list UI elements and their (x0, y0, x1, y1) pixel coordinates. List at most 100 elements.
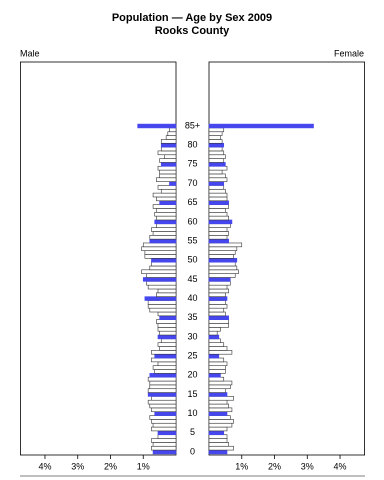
male-bar (151, 445, 177, 451)
male-bar (159, 173, 177, 179)
female-bar (208, 254, 234, 259)
female-bar (208, 261, 236, 267)
female-bar (208, 211, 228, 217)
male-bar (157, 311, 177, 317)
age-label: 80 (187, 140, 197, 150)
male-bar (151, 258, 177, 263)
age-label: 15 (187, 389, 197, 399)
female-bar (208, 127, 225, 133)
female-bar (208, 181, 225, 186)
female-bar (208, 434, 228, 439)
male-bar (152, 231, 177, 236)
male-bar (157, 342, 177, 347)
female-bar (208, 392, 228, 397)
male-bar (159, 346, 177, 351)
male-bar (159, 315, 177, 320)
female-bar (208, 411, 228, 416)
male-bar (157, 185, 177, 190)
male-bar (149, 415, 177, 420)
male-bar (147, 388, 177, 393)
female-bar (208, 265, 238, 271)
female-bar (208, 215, 229, 221)
male-bar (157, 361, 177, 367)
age-label: 10 (187, 408, 197, 418)
female-bar (208, 135, 221, 140)
male-bar (156, 208, 177, 213)
male-bar (142, 277, 177, 282)
female-bar (208, 273, 236, 278)
female-bar (208, 281, 231, 286)
male-bar (156, 319, 177, 324)
male-bar (156, 292, 177, 297)
female-bar (208, 342, 225, 347)
female-bar (208, 361, 228, 367)
female-bar (208, 258, 238, 263)
age-label: 60 (187, 216, 197, 226)
male-bar (165, 135, 177, 140)
female-bar (208, 162, 226, 167)
female-bar (208, 269, 239, 274)
female-bar (208, 350, 233, 355)
female-bar (208, 319, 229, 324)
female-bar (208, 438, 228, 443)
age-label: 65 (187, 197, 197, 207)
female-bar (208, 442, 229, 447)
female-bar (208, 384, 231, 390)
x-tick-label: 4% (334, 461, 347, 471)
female-bar (208, 173, 226, 179)
legend-label: Female (334, 48, 364, 58)
male-bar (152, 192, 177, 198)
female-bar (208, 365, 226, 370)
male-bar (149, 384, 177, 390)
female-bar (208, 353, 220, 359)
female-bar (208, 292, 226, 297)
male-bar (144, 250, 177, 255)
female-bar (208, 146, 223, 152)
male-bar (157, 430, 177, 436)
male-bar (151, 407, 177, 413)
male-bar (152, 204, 177, 209)
male-bar (152, 365, 177, 370)
age-label: 20 (187, 370, 197, 380)
female-bar (208, 300, 226, 305)
female-bar (208, 177, 228, 182)
female-bar (208, 311, 226, 317)
male-bar (159, 330, 177, 336)
legend-label: Male (20, 48, 40, 58)
age-label: 50 (187, 255, 197, 265)
female-bar (208, 169, 223, 175)
male-bar (160, 146, 177, 152)
female-bar (208, 154, 226, 159)
female-bar (208, 123, 314, 129)
female-bar (208, 449, 228, 455)
male-bar (160, 142, 177, 148)
male-bar (159, 169, 177, 175)
male-bar (149, 380, 177, 386)
male-bar (149, 403, 177, 409)
age-label: 5 (190, 427, 195, 437)
male-bar (151, 426, 177, 432)
female-bar (208, 250, 236, 255)
female-bar (208, 338, 221, 343)
female-bar (208, 296, 228, 301)
male-bar (159, 158, 177, 163)
female-bar (208, 422, 233, 428)
male-bar (151, 357, 177, 363)
male-bar (157, 434, 177, 439)
male-bar (154, 353, 177, 359)
female-bar (208, 158, 225, 163)
male-bar (149, 265, 177, 271)
female-bar (208, 223, 231, 228)
female-bar (208, 284, 228, 290)
male-bar (142, 242, 177, 248)
female-bar (208, 407, 233, 413)
female-bar (208, 277, 231, 282)
female-bar (208, 139, 223, 144)
age-label: 70 (187, 178, 197, 188)
age-label: 55 (187, 235, 197, 245)
female-bar (208, 430, 225, 436)
male-bar (157, 334, 177, 340)
female-bar (208, 426, 228, 432)
male-bar (137, 123, 177, 129)
